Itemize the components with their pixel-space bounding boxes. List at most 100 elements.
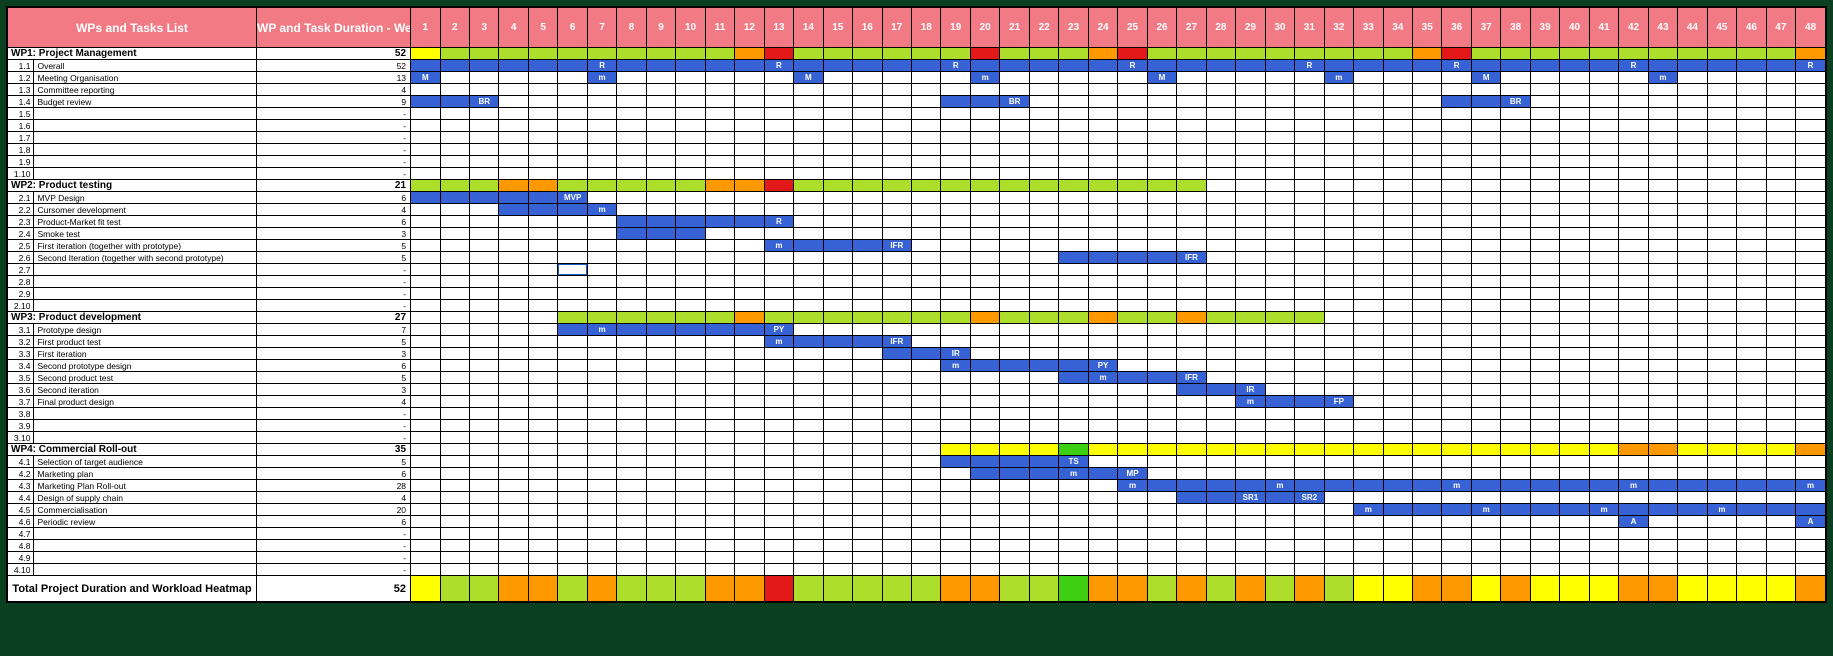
gantt-cell — [1707, 444, 1736, 456]
gantt-cell — [1295, 132, 1324, 144]
gantt-cell — [1589, 252, 1618, 264]
gantt-cell — [1029, 144, 1058, 156]
gantt-cell — [558, 384, 587, 396]
gantt-cell — [1766, 144, 1795, 156]
gantt-cell — [1295, 168, 1324, 180]
gantt-cell — [1442, 204, 1471, 216]
gantt-cell — [1177, 324, 1206, 336]
gantt-cell — [1088, 300, 1117, 312]
gantt-cell — [1147, 420, 1176, 432]
gantt-cell — [1265, 228, 1294, 240]
gantt-cell — [1589, 384, 1618, 396]
gantt-cell — [912, 324, 941, 336]
gantt-cell — [1442, 360, 1471, 372]
gantt-cell — [1383, 384, 1412, 396]
gantt-cell — [853, 552, 882, 564]
gantt-cell — [1737, 540, 1766, 552]
gantt-cell — [411, 288, 440, 300]
gantt-cell — [558, 552, 587, 564]
gantt-cell — [1000, 516, 1029, 528]
gantt-cell — [1354, 300, 1383, 312]
gantt-cell — [1678, 228, 1707, 240]
gantt-cell: m — [1354, 504, 1383, 516]
gantt-cell — [469, 456, 498, 468]
gantt-cell — [617, 516, 646, 528]
gantt-cell — [912, 516, 941, 528]
gantt-cell: R — [1295, 60, 1324, 72]
gantt-cell — [764, 168, 793, 180]
gantt-cell — [735, 396, 764, 408]
gantt-cell — [1059, 252, 1088, 264]
gantt-cell — [1059, 444, 1088, 456]
gantt-cell — [1707, 516, 1736, 528]
task-duration: - — [257, 108, 411, 120]
gantt-cell — [1383, 96, 1412, 108]
gantt-cell — [941, 408, 970, 420]
gantt-cell — [440, 360, 469, 372]
gantt-cell — [1383, 144, 1412, 156]
gantt-cell — [941, 96, 970, 108]
gantt-cell — [735, 228, 764, 240]
gantt-cell — [1471, 252, 1500, 264]
gantt-cell — [794, 432, 823, 444]
wp-label: WP2: Product testing — [8, 180, 257, 192]
gantt-cell — [1412, 132, 1441, 144]
gantt-cell — [1648, 516, 1677, 528]
task-id: 1.8 — [8, 144, 34, 156]
task-name: Budget review — [34, 96, 257, 108]
gantt-cell — [941, 240, 970, 252]
gantt-cell — [646, 192, 675, 204]
gantt-cell: IFR — [1177, 372, 1206, 384]
gantt-cell — [1737, 180, 1766, 192]
gantt-cell — [1707, 132, 1736, 144]
gantt-cell — [469, 240, 498, 252]
task-name — [34, 156, 257, 168]
gantt-cell — [1059, 204, 1088, 216]
task-id: 3.9 — [8, 420, 34, 432]
gantt-cell — [1442, 420, 1471, 432]
task-row: 4.7- — [8, 528, 1826, 540]
gantt-cell — [587, 348, 616, 360]
gantt-cell — [1295, 336, 1324, 348]
gantt-cell — [1501, 396, 1530, 408]
gantt-cell — [676, 144, 705, 156]
gantt-cell — [1442, 252, 1471, 264]
gantt-cell — [1560, 168, 1589, 180]
header-week-2: 2 — [440, 8, 469, 48]
gantt-cell — [1324, 180, 1353, 192]
gantt-cell — [1206, 48, 1235, 60]
gantt-cell — [499, 180, 528, 192]
gantt-cell — [1471, 516, 1500, 528]
gantt-cell — [853, 240, 882, 252]
gantt-cell — [411, 156, 440, 168]
gantt-cell — [1029, 192, 1058, 204]
gantt-cell — [1029, 372, 1058, 384]
gantt-cell — [1295, 456, 1324, 468]
gantt-cell — [1206, 72, 1235, 84]
gantt-cell — [912, 576, 941, 602]
gantt-cell — [764, 432, 793, 444]
gantt-cell — [1530, 72, 1559, 84]
gantt-cell — [1766, 360, 1795, 372]
gantt-cell — [1530, 204, 1559, 216]
gantt-cell — [1619, 132, 1648, 144]
gantt-cell — [823, 528, 852, 540]
gantt-cell — [1412, 324, 1441, 336]
gantt-cell — [1000, 480, 1029, 492]
task-row: 4.10- — [8, 564, 1826, 576]
gantt-cell — [1766, 192, 1795, 204]
gantt-cell — [1029, 480, 1058, 492]
gantt-cell — [1324, 516, 1353, 528]
gantt-cell — [1589, 168, 1618, 180]
gantt-cell — [1589, 240, 1618, 252]
gantt-cell — [1059, 240, 1088, 252]
gantt-cell — [676, 108, 705, 120]
gantt-cell — [1619, 228, 1648, 240]
gantt-cell — [587, 564, 616, 576]
gantt-cell — [882, 312, 911, 324]
gantt-cell — [1000, 156, 1029, 168]
gantt-cell — [1295, 180, 1324, 192]
gantt-cell — [912, 180, 941, 192]
gantt-cell: m — [970, 72, 999, 84]
gantt-cell — [1265, 360, 1294, 372]
